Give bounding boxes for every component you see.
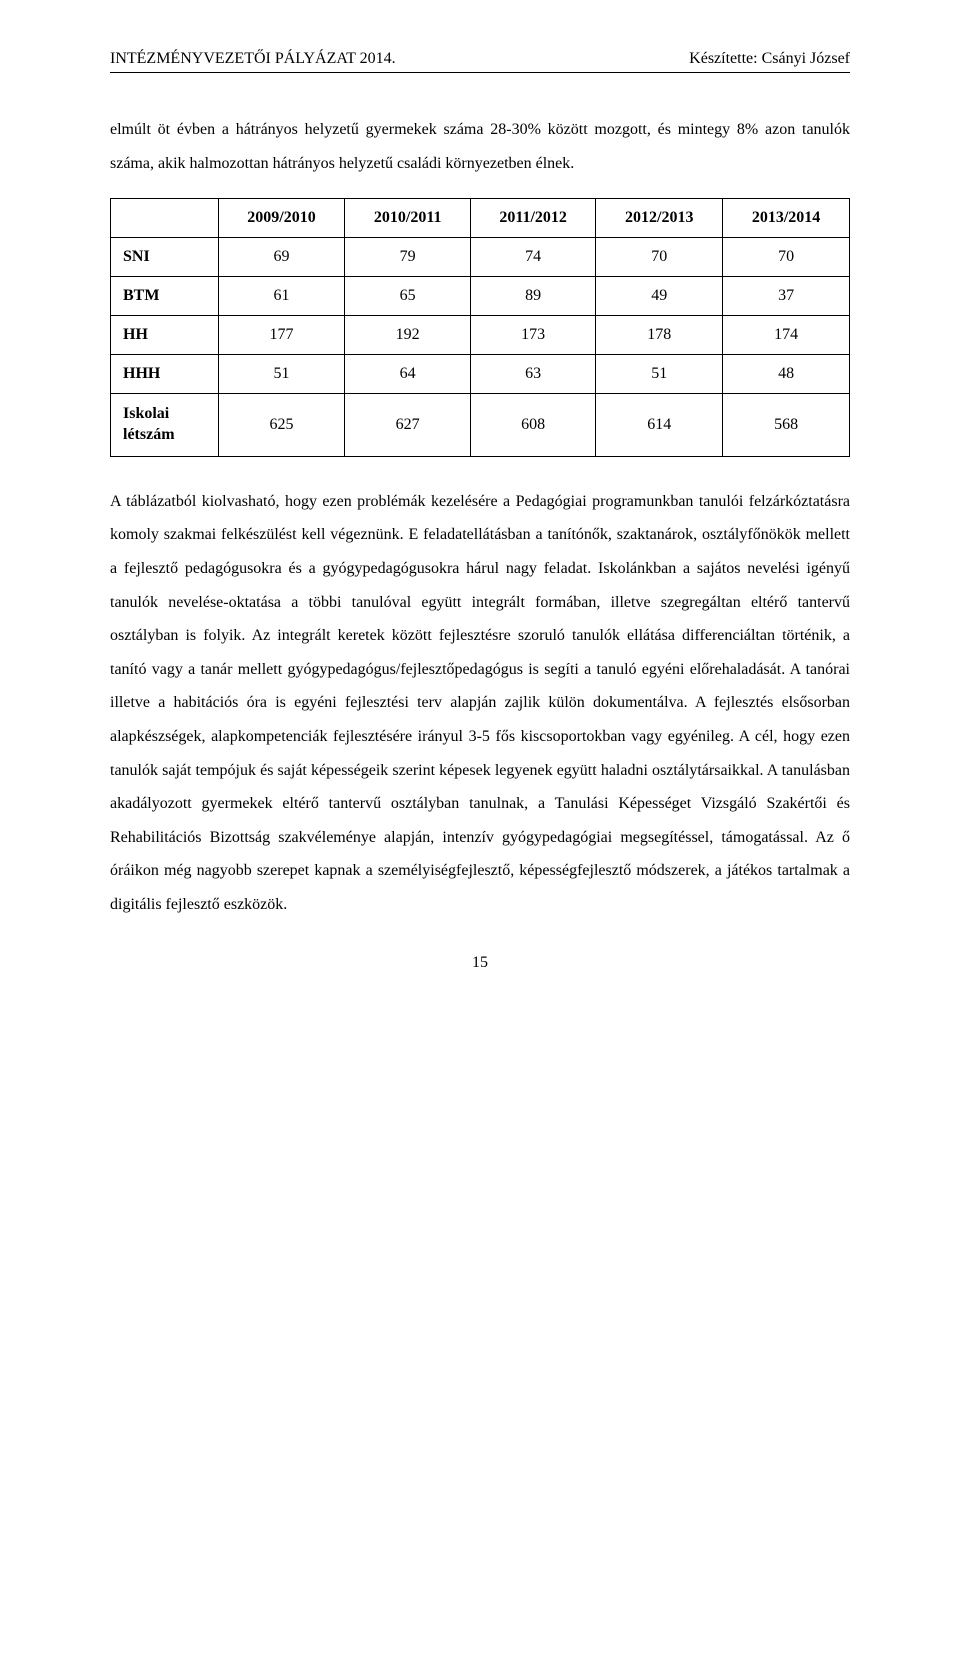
page-number: 15	[110, 954, 850, 972]
table-row: Iskolai létszám 625 627 608 614 568	[111, 394, 850, 457]
row-label: BTM	[111, 277, 219, 316]
header-left: INTÉZMÉNYVEZETŐI PÁLYÁZAT 2014.	[110, 50, 396, 68]
cell: 89	[470, 277, 595, 316]
cell: 69	[218, 238, 345, 277]
table-row: HHH 51 64 63 51 48	[111, 355, 850, 394]
table-header-col: 2009/2010	[218, 199, 345, 238]
cell: 627	[345, 394, 470, 457]
cell: 568	[723, 394, 850, 457]
row-label: Iskolai létszám	[111, 394, 219, 457]
body-paragraph: A táblázatból kiolvasható, hogy ezen pro…	[110, 485, 850, 922]
cell: 177	[218, 316, 345, 355]
cell: 65	[345, 277, 470, 316]
table-row: BTM 61 65 89 49 37	[111, 277, 850, 316]
cell: 614	[596, 394, 723, 457]
table-header-row: 2009/2010 2010/2011 2011/2012 2012/2013 …	[111, 199, 850, 238]
row-label: HH	[111, 316, 219, 355]
table-row: SNI 69 79 74 70 70	[111, 238, 850, 277]
table-header-col: 2013/2014	[723, 199, 850, 238]
cell: 173	[470, 316, 595, 355]
cell: 64	[345, 355, 470, 394]
cell: 70	[596, 238, 723, 277]
cell: 51	[596, 355, 723, 394]
cell: 174	[723, 316, 850, 355]
cell: 37	[723, 277, 850, 316]
cell: 70	[723, 238, 850, 277]
page-header: INTÉZMÉNYVEZETŐI PÁLYÁZAT 2014. Készítet…	[110, 50, 850, 73]
row-label-line1: Iskolai	[123, 405, 169, 422]
data-table: 2009/2010 2010/2011 2011/2012 2012/2013 …	[110, 198, 850, 457]
cell: 63	[470, 355, 595, 394]
cell: 74	[470, 238, 595, 277]
cell: 178	[596, 316, 723, 355]
row-label: SNI	[111, 238, 219, 277]
cell: 61	[218, 277, 345, 316]
row-label-line2: létszám	[123, 426, 175, 443]
table-header-col: 2010/2011	[345, 199, 470, 238]
table-header-col: 2012/2013	[596, 199, 723, 238]
intro-paragraph: elmúlt öt évben a hátrányos helyzetű gye…	[110, 113, 850, 180]
table-header-col: 2011/2012	[470, 199, 595, 238]
cell: 79	[345, 238, 470, 277]
cell: 51	[218, 355, 345, 394]
cell: 48	[723, 355, 850, 394]
header-right: Készítette: Csányi József	[689, 50, 850, 68]
cell: 608	[470, 394, 595, 457]
cell: 49	[596, 277, 723, 316]
cell: 192	[345, 316, 470, 355]
table-header-blank	[111, 199, 219, 238]
cell: 625	[218, 394, 345, 457]
table-row: HH 177 192 173 178 174	[111, 316, 850, 355]
row-label: HHH	[111, 355, 219, 394]
